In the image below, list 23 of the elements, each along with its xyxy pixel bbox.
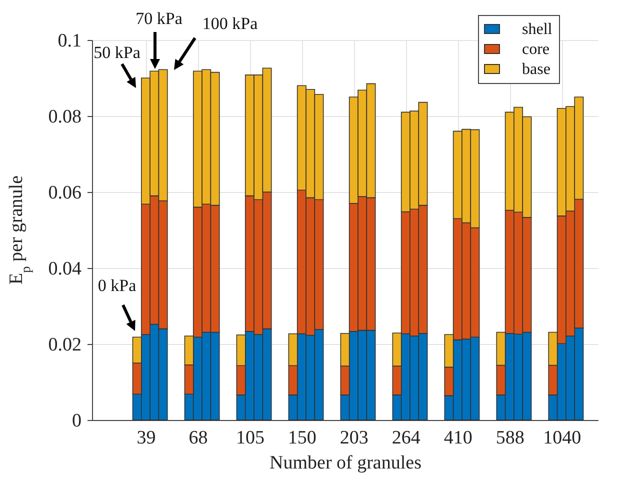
legend-label: shell bbox=[522, 21, 553, 38]
x-tick-label: 105 bbox=[236, 428, 264, 448]
x-tick-label: 203 bbox=[340, 428, 368, 448]
y-tick-label: 0.1 bbox=[58, 30, 82, 52]
x-tick-label: 150 bbox=[288, 428, 316, 448]
x-axis-title: Number of granules bbox=[270, 452, 422, 474]
text: 70 kPa bbox=[136, 9, 183, 28]
x-tick-label: 39 bbox=[136, 428, 156, 448]
x-tick-label: 264 bbox=[392, 428, 421, 448]
text: 100 kPa bbox=[202, 14, 258, 33]
y-tick-label: 0.04 bbox=[48, 258, 82, 280]
y-tick-label: 0.06 bbox=[48, 182, 82, 204]
legend-label: base bbox=[522, 61, 550, 78]
annotation: 0 kPa bbox=[98, 276, 137, 295]
y-tick-label: 0.02 bbox=[48, 334, 82, 356]
legend-label: core bbox=[522, 41, 550, 58]
annotation: 50 kPa bbox=[94, 43, 141, 62]
x-tick-label: 410 bbox=[444, 428, 472, 448]
x-tick-label: 68 bbox=[188, 428, 208, 448]
x-tick-label: 1040 bbox=[543, 428, 582, 448]
x-tick-label: 588 bbox=[496, 428, 524, 448]
y-tick-label: 0 bbox=[72, 410, 82, 432]
y-tick-label: 0.08 bbox=[48, 106, 82, 128]
